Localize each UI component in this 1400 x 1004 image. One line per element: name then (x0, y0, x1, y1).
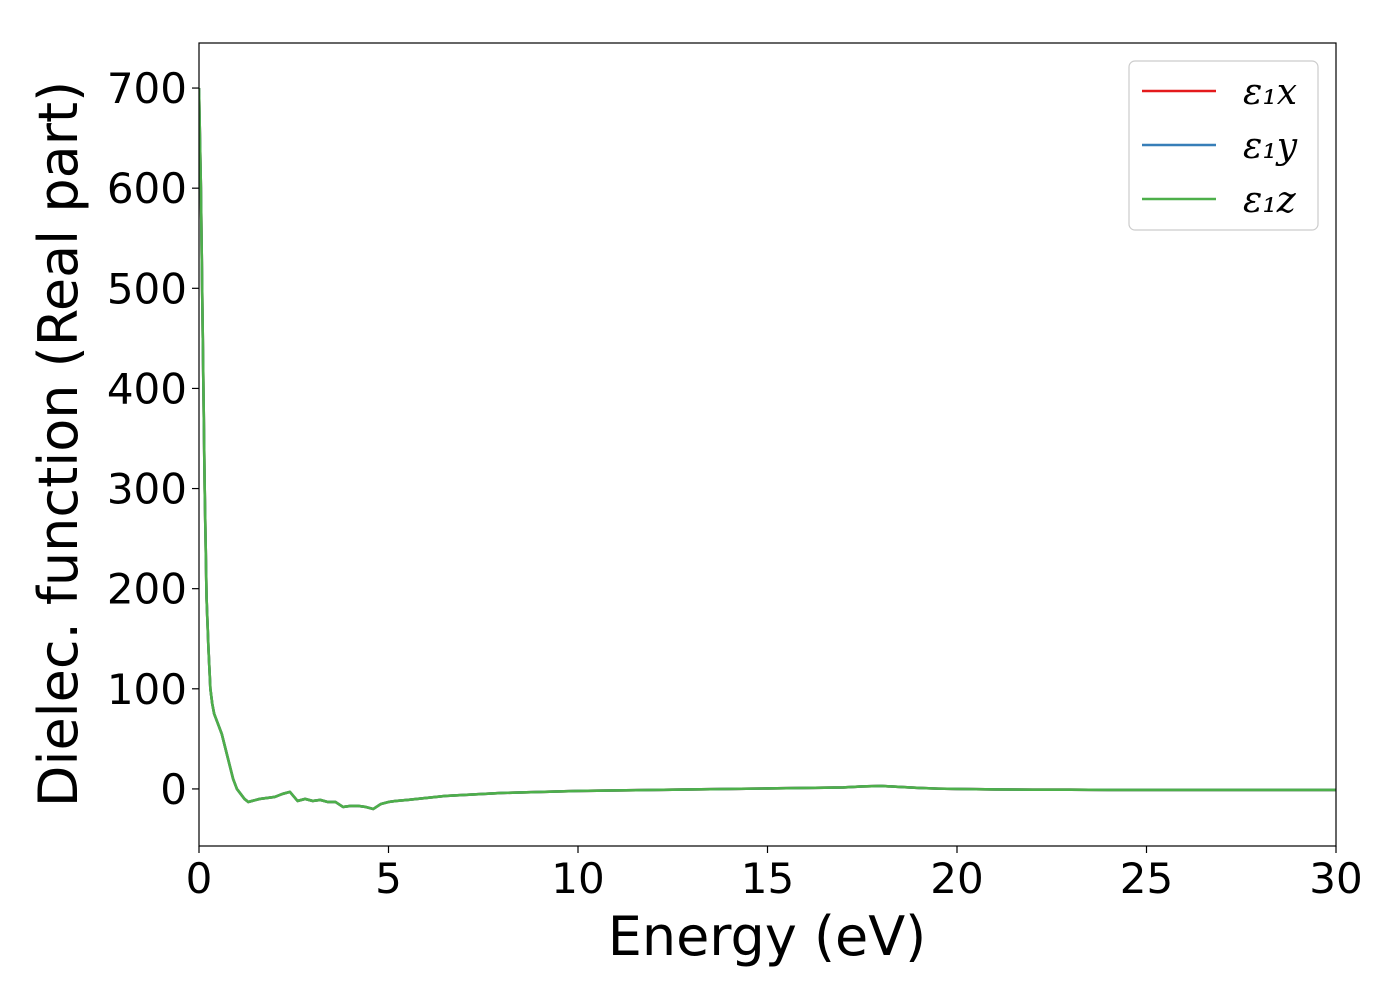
series-lines (199, 88, 1336, 811)
legend-item: ε₁z (1142, 180, 1297, 221)
y-tick-label: 0 (160, 765, 187, 814)
y-tick-label: 600 (107, 164, 187, 213)
x-axis-label: Energy (eV) (608, 905, 927, 968)
x-axis-ticks: 0 5 10 15 20 25 30 (186, 846, 1363, 903)
y-tick-label: 100 (107, 665, 187, 714)
legend-label: ε₁x (1243, 72, 1297, 113)
y-tick-label: 200 (107, 565, 187, 614)
x-tick-label: 30 (1309, 854, 1362, 903)
x-tick-label: 10 (551, 854, 604, 903)
legend-item: ε₁y (1142, 126, 1298, 167)
y-tick-label: 300 (107, 465, 187, 514)
x-tick-label: 25 (1120, 854, 1173, 903)
y-tick-label: 400 (107, 364, 187, 413)
x-tick-label: 5 (375, 854, 402, 903)
y-tick-label: 500 (107, 264, 187, 313)
legend-item: ε₁x (1142, 72, 1297, 113)
series-line-3 (199, 88, 1336, 811)
y-axis-label: Dielec. function (Real part) (27, 81, 90, 807)
legend: ε₁x ε₁y ε₁z (1128, 60, 1319, 231)
legend-label: ε₁z (1243, 180, 1297, 221)
y-axis-ticks: 0 100 200 300 400 500 600 700 (107, 64, 199, 814)
x-tick-label: 15 (741, 854, 794, 903)
x-tick-label: 20 (930, 854, 983, 903)
x-tick-label: 0 (186, 854, 213, 903)
legend-box (1128, 60, 1319, 231)
y-tick-label: 700 (107, 64, 187, 113)
legend-label: ε₁y (1243, 126, 1298, 167)
